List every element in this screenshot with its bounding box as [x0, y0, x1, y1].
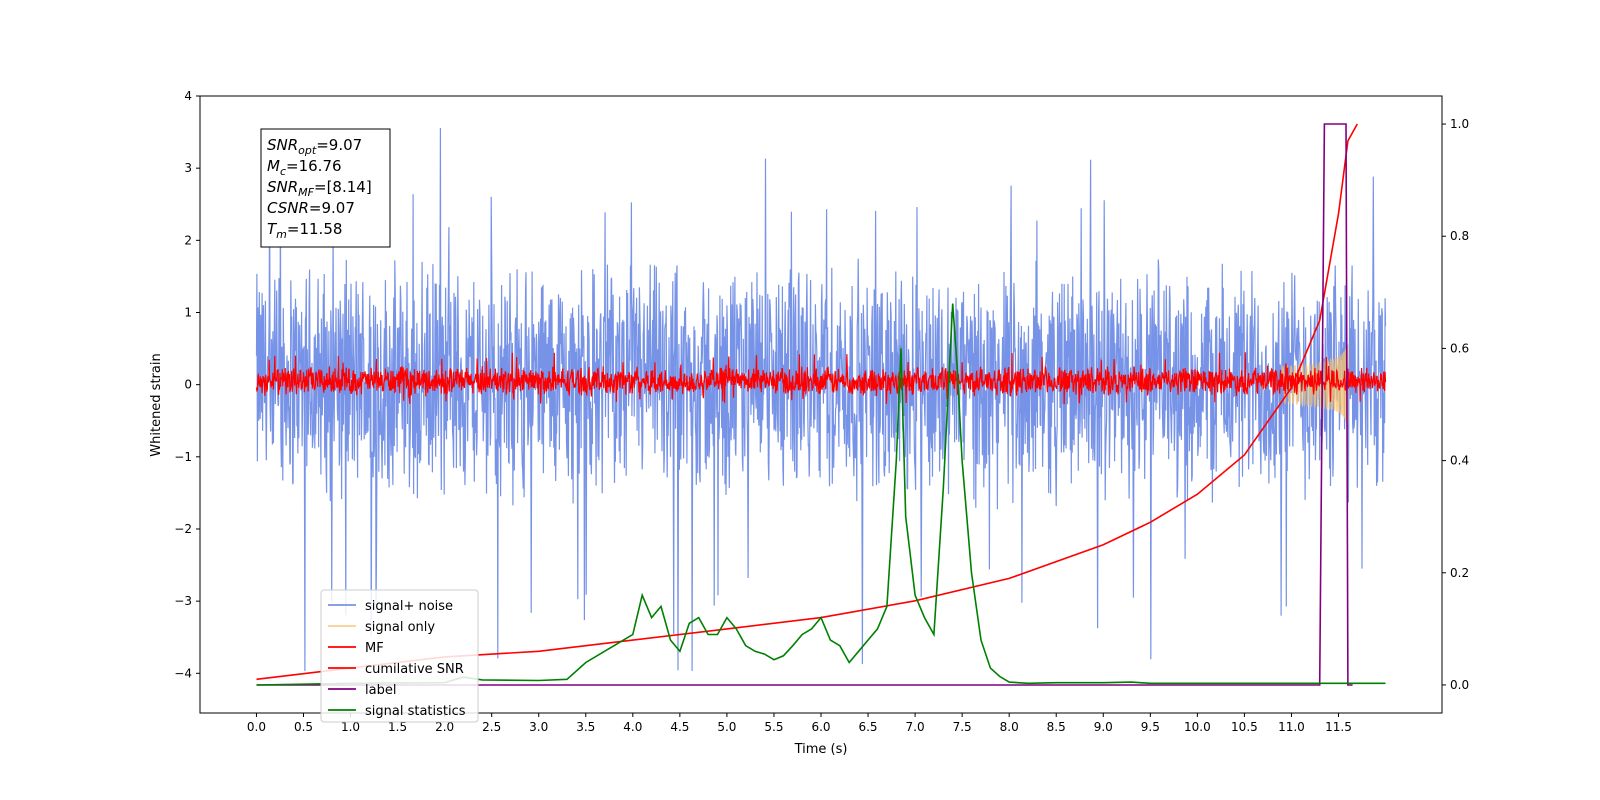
x-tick-label: 4.5: [670, 720, 689, 734]
series-5-line: [256, 303, 1386, 686]
x-tick-label: 8.5: [1047, 720, 1066, 734]
y-left-tick-label: −1: [174, 450, 192, 464]
y-axis-label: Whitened strain: [149, 353, 164, 456]
legend-label: MF: [365, 641, 384, 656]
info-line: Tm=11.58: [267, 220, 342, 241]
x-tick-label: 9.0: [1094, 720, 1113, 734]
y-right-tick-label: 0.8: [1450, 229, 1469, 243]
x-tick-label: 11.0: [1278, 720, 1305, 734]
y-right-tick-label: 0.6: [1450, 341, 1469, 355]
legend: signal+ noise signal only MF cumilative SNR…: [320, 589, 479, 723]
legend-label: label: [365, 683, 396, 698]
info-line: SNRMF=[8.14]: [267, 178, 372, 199]
axes-layer: 0.0 0.5 1.0 1.5 2.0 2.5 3.0 3.5 4.0 4.5 5.0 5.5 6.0 6…: [174, 89, 1469, 734]
x-tick-label: 4.0: [623, 720, 642, 734]
x-tick-label: 0.0: [247, 720, 266, 734]
info-box: SNRopt=9.07Mc=16.76SNRMF=[8.14]CSNR=9.07…: [260, 128, 391, 248]
y-left-tick-label: −2: [174, 522, 192, 536]
x-tick-label: 2.0: [435, 720, 454, 734]
x-tick-label: 7.0: [906, 720, 925, 734]
x-tick-label: 5.0: [717, 720, 736, 734]
x-tick-label: 11.5: [1325, 720, 1352, 734]
y-right-tick-label: 1.0: [1450, 117, 1469, 131]
series-layer: [255, 123, 1387, 686]
series-1-line: [1281, 344, 1349, 425]
x-tick-label: 6.0: [811, 720, 830, 734]
x-axis-label: Time (s): [794, 742, 848, 757]
x-tick-label: 0.5: [294, 720, 313, 734]
info-line: CSNR=9.07: [267, 199, 355, 217]
x-tick-label: 8.0: [1000, 720, 1019, 734]
y-left-tick-label: −4: [174, 666, 192, 680]
info-line: Mc=16.76: [267, 157, 342, 178]
y-right-tick-label: 0.2: [1450, 566, 1469, 580]
x-tick-label: 3.0: [529, 720, 548, 734]
x-tick-label: 9.5: [1141, 720, 1160, 734]
legend-label: cumilative SNR: [365, 662, 464, 677]
x-tick-label: 10.0: [1184, 720, 1211, 734]
x-tick-label: 10.5: [1231, 720, 1258, 734]
y-left-tick-label: 3: [184, 161, 192, 175]
x-tick-label: 5.5: [764, 720, 783, 734]
legend-label: signal statistics: [365, 704, 466, 719]
info-box-frame: [260, 128, 391, 248]
y-left-tick-label: 2: [184, 233, 192, 247]
legend-label: signal+ noise: [365, 599, 453, 614]
x-tick-label: 1.0: [341, 720, 360, 734]
info-line: SNRopt=9.07: [267, 136, 362, 157]
series-2-line: [255, 352, 1387, 405]
y-right-tick-label: 0.4: [1450, 454, 1469, 468]
y-right-tick-label: 0.0: [1450, 678, 1469, 692]
x-tick-label: 1.5: [388, 720, 407, 734]
x-tick-label: 2.5: [482, 720, 501, 734]
x-tick-label: 3.5: [576, 720, 595, 734]
x-tick-label: 6.5: [858, 720, 877, 734]
series-4-line: [256, 123, 1353, 686]
y-left-tick-label: −3: [174, 594, 192, 608]
legend-label: signal only: [365, 620, 435, 635]
legend-frame: [320, 589, 479, 723]
x-tick-label: 7.5: [953, 720, 972, 734]
y-left-tick-label: 1: [184, 305, 192, 319]
y-left-tick-label: 4: [184, 89, 192, 103]
y-left-tick-label: 0: [184, 378, 192, 392]
